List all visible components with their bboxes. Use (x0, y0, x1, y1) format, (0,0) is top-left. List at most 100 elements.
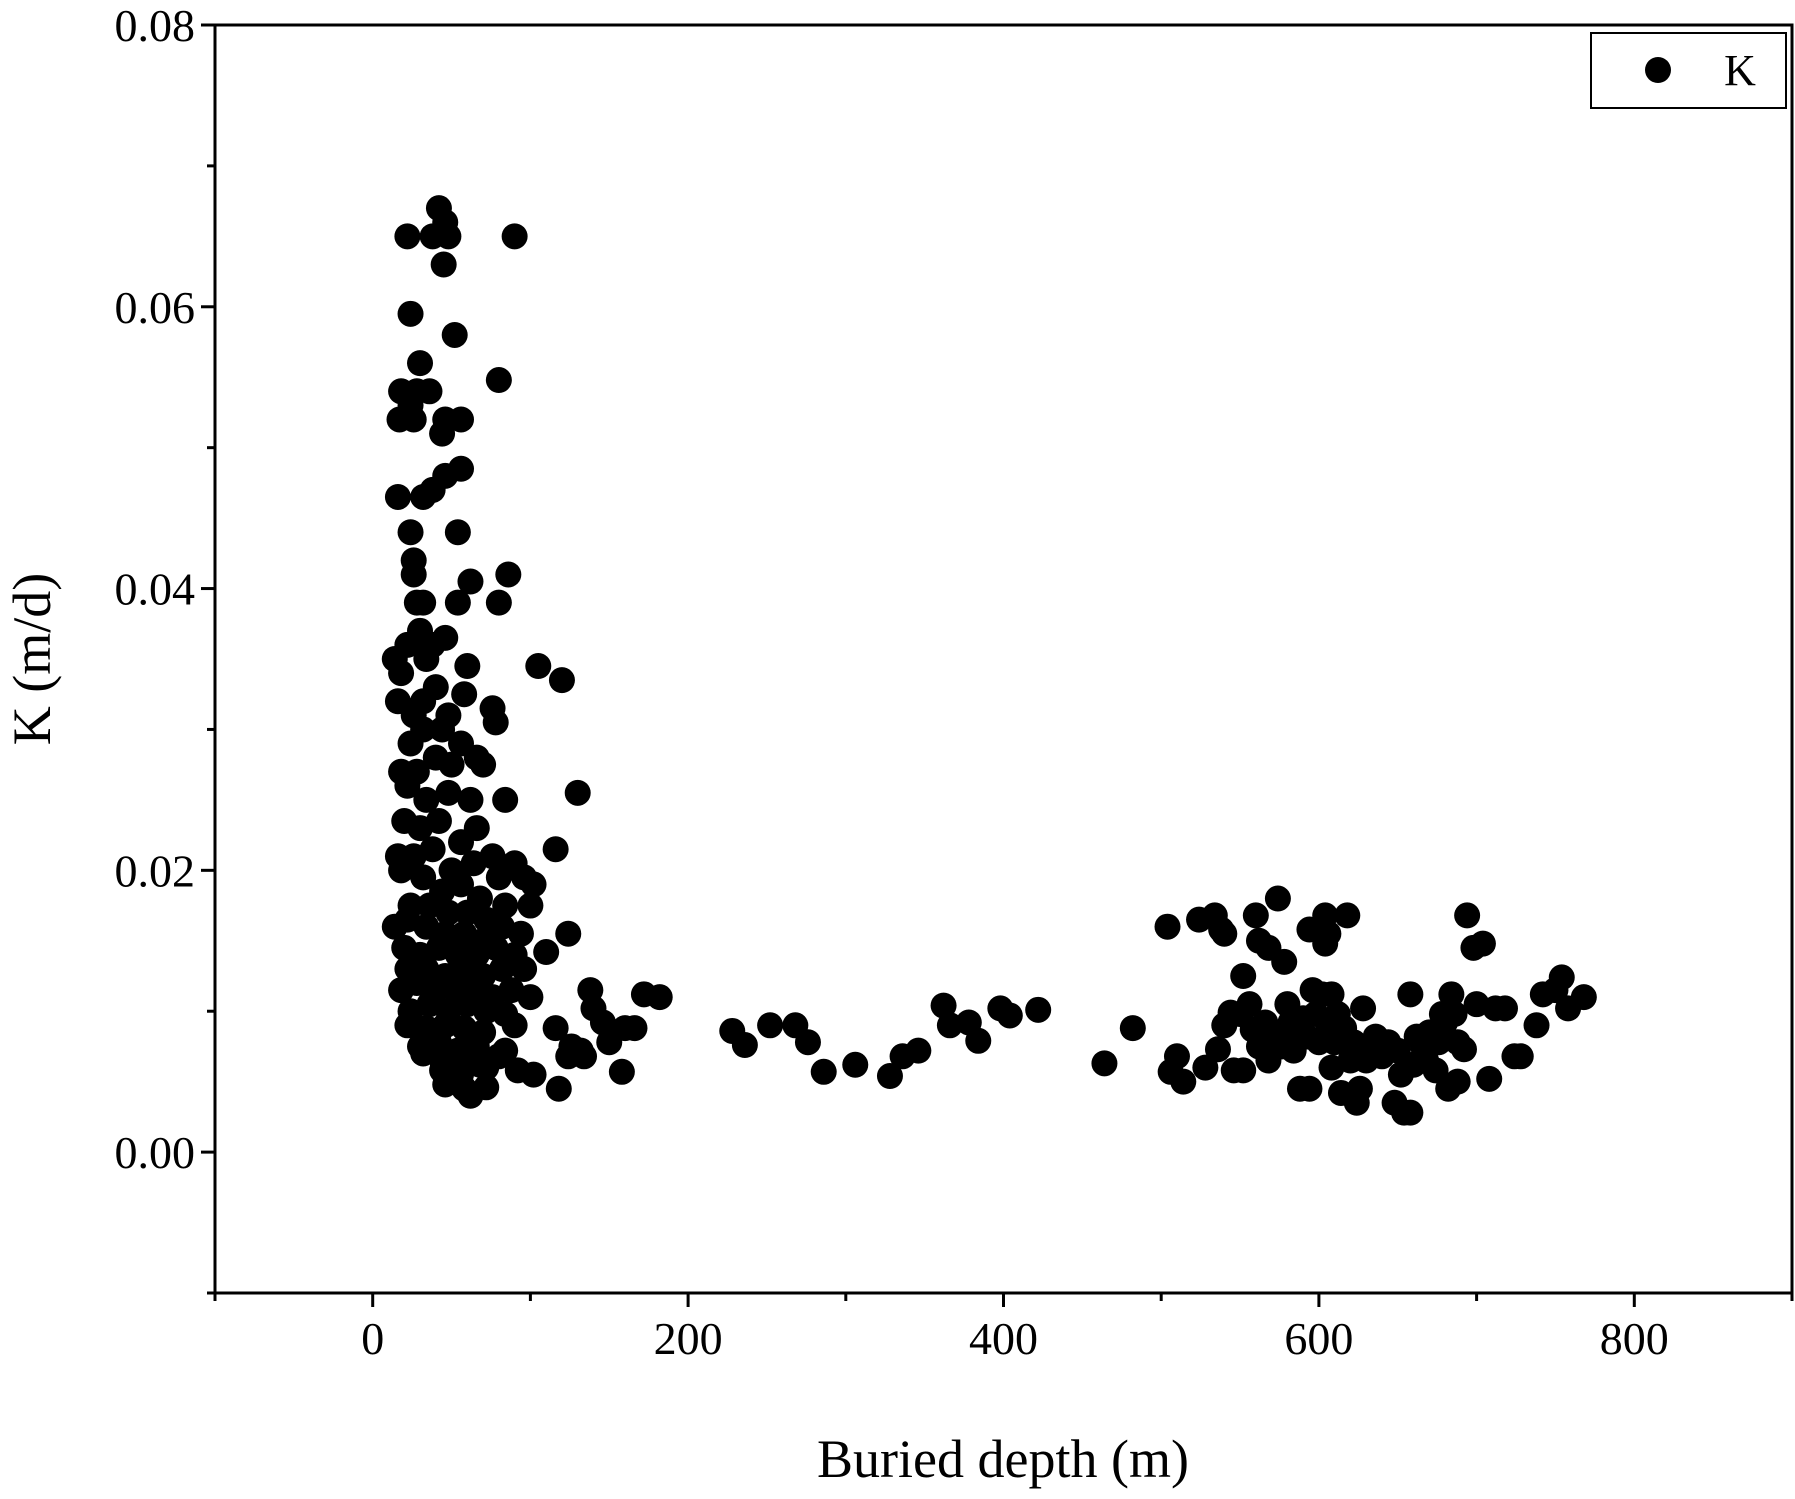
data-point (485, 589, 512, 616)
data-point (432, 462, 459, 489)
data-point (1334, 902, 1361, 929)
data-point (930, 992, 957, 1019)
data-point (492, 786, 519, 813)
data-point (1350, 995, 1377, 1022)
data-point (507, 920, 534, 947)
data-point (410, 716, 437, 743)
data-point (794, 1029, 821, 1056)
data-point (463, 815, 490, 842)
data-point (520, 871, 547, 898)
y-tick-label: 0.04 (115, 564, 196, 615)
data-point (489, 955, 516, 982)
data-point (429, 420, 456, 447)
legend-marker (1645, 57, 1671, 83)
data-point (451, 681, 478, 708)
data-point (621, 1015, 648, 1042)
data-point (425, 808, 452, 835)
data-point (448, 871, 475, 898)
data-point (479, 843, 506, 870)
data-point (996, 1002, 1023, 1029)
data-point (1523, 1012, 1550, 1039)
data-point (429, 716, 456, 743)
data-point (397, 519, 424, 546)
data-point (413, 646, 440, 672)
data-point (596, 1029, 623, 1056)
data-point (1315, 920, 1342, 947)
data-point (457, 568, 484, 595)
y-tick-label: 0.02 (115, 845, 196, 896)
data-point (608, 1058, 635, 1085)
data-point (397, 300, 424, 327)
data-point (482, 709, 509, 736)
data-point (432, 209, 459, 236)
data-point (731, 1032, 758, 1059)
data-point (501, 223, 528, 250)
data-point (1425, 1029, 1452, 1056)
x-axis-ticks: 0 200 400 600 800 (213, 1293, 1794, 1364)
data-point (388, 660, 415, 687)
data-point (1192, 1054, 1219, 1081)
data-point (388, 857, 415, 884)
data-point (495, 561, 522, 588)
x-axis-title: Buried depth (m) (817, 1429, 1189, 1489)
data-point (410, 589, 437, 616)
y-tick-label: 0.00 (115, 1127, 196, 1178)
legend: K (1590, 32, 1787, 109)
data-point (1444, 1068, 1471, 1095)
data-points (381, 195, 1597, 1126)
legend-label: K (1724, 46, 1756, 95)
data-point (448, 406, 475, 433)
x-tick-label: 200 (654, 1313, 723, 1364)
y-tick-label: 0.08 (115, 0, 196, 51)
data-point (1422, 1057, 1449, 1084)
data-point (555, 920, 582, 947)
data-point (470, 751, 497, 778)
data-point (1204, 1036, 1231, 1063)
data-point (444, 589, 471, 616)
x-tick-label: 0 (361, 1313, 384, 1364)
y-axis-ticks: 0.00 0.02 0.04 0.06 0.08 (115, 0, 215, 1295)
data-point (1454, 902, 1481, 929)
data-point (1570, 984, 1597, 1011)
data-point (454, 653, 481, 680)
data-point (1119, 1015, 1146, 1042)
data-point (410, 483, 437, 510)
data-point (1507, 1043, 1534, 1070)
data-point (492, 892, 519, 919)
data-point (533, 939, 560, 966)
data-point (501, 1012, 528, 1039)
x-tick-label: 400 (969, 1313, 1038, 1364)
x-tick-label: 800 (1600, 1313, 1669, 1364)
data-point (422, 674, 449, 701)
y-tick-label: 0.06 (115, 282, 196, 333)
data-point (1154, 913, 1181, 940)
data-point (416, 378, 443, 405)
data-point (564, 779, 591, 806)
data-point (548, 667, 575, 694)
data-point (571, 1043, 598, 1070)
data-point (473, 1054, 500, 1081)
data-point (1230, 1057, 1257, 1084)
data-point (1491, 995, 1518, 1022)
data-point (432, 624, 459, 651)
data-point (525, 653, 552, 680)
data-point (1091, 1050, 1118, 1077)
data-point (1450, 1036, 1477, 1063)
data-point (1548, 964, 1575, 991)
data-point (517, 892, 544, 919)
data-point (1236, 991, 1263, 1018)
data-point (842, 1051, 869, 1078)
data-point (1242, 902, 1269, 929)
data-point (1441, 1001, 1468, 1028)
data-point (410, 864, 437, 891)
data-point (1211, 920, 1238, 947)
data-point (413, 786, 440, 813)
data-point (394, 772, 421, 799)
data-point (407, 350, 434, 377)
data-point (757, 1012, 784, 1039)
data-point (905, 1037, 932, 1064)
data-point (1469, 930, 1496, 957)
data-point (646, 984, 673, 1011)
